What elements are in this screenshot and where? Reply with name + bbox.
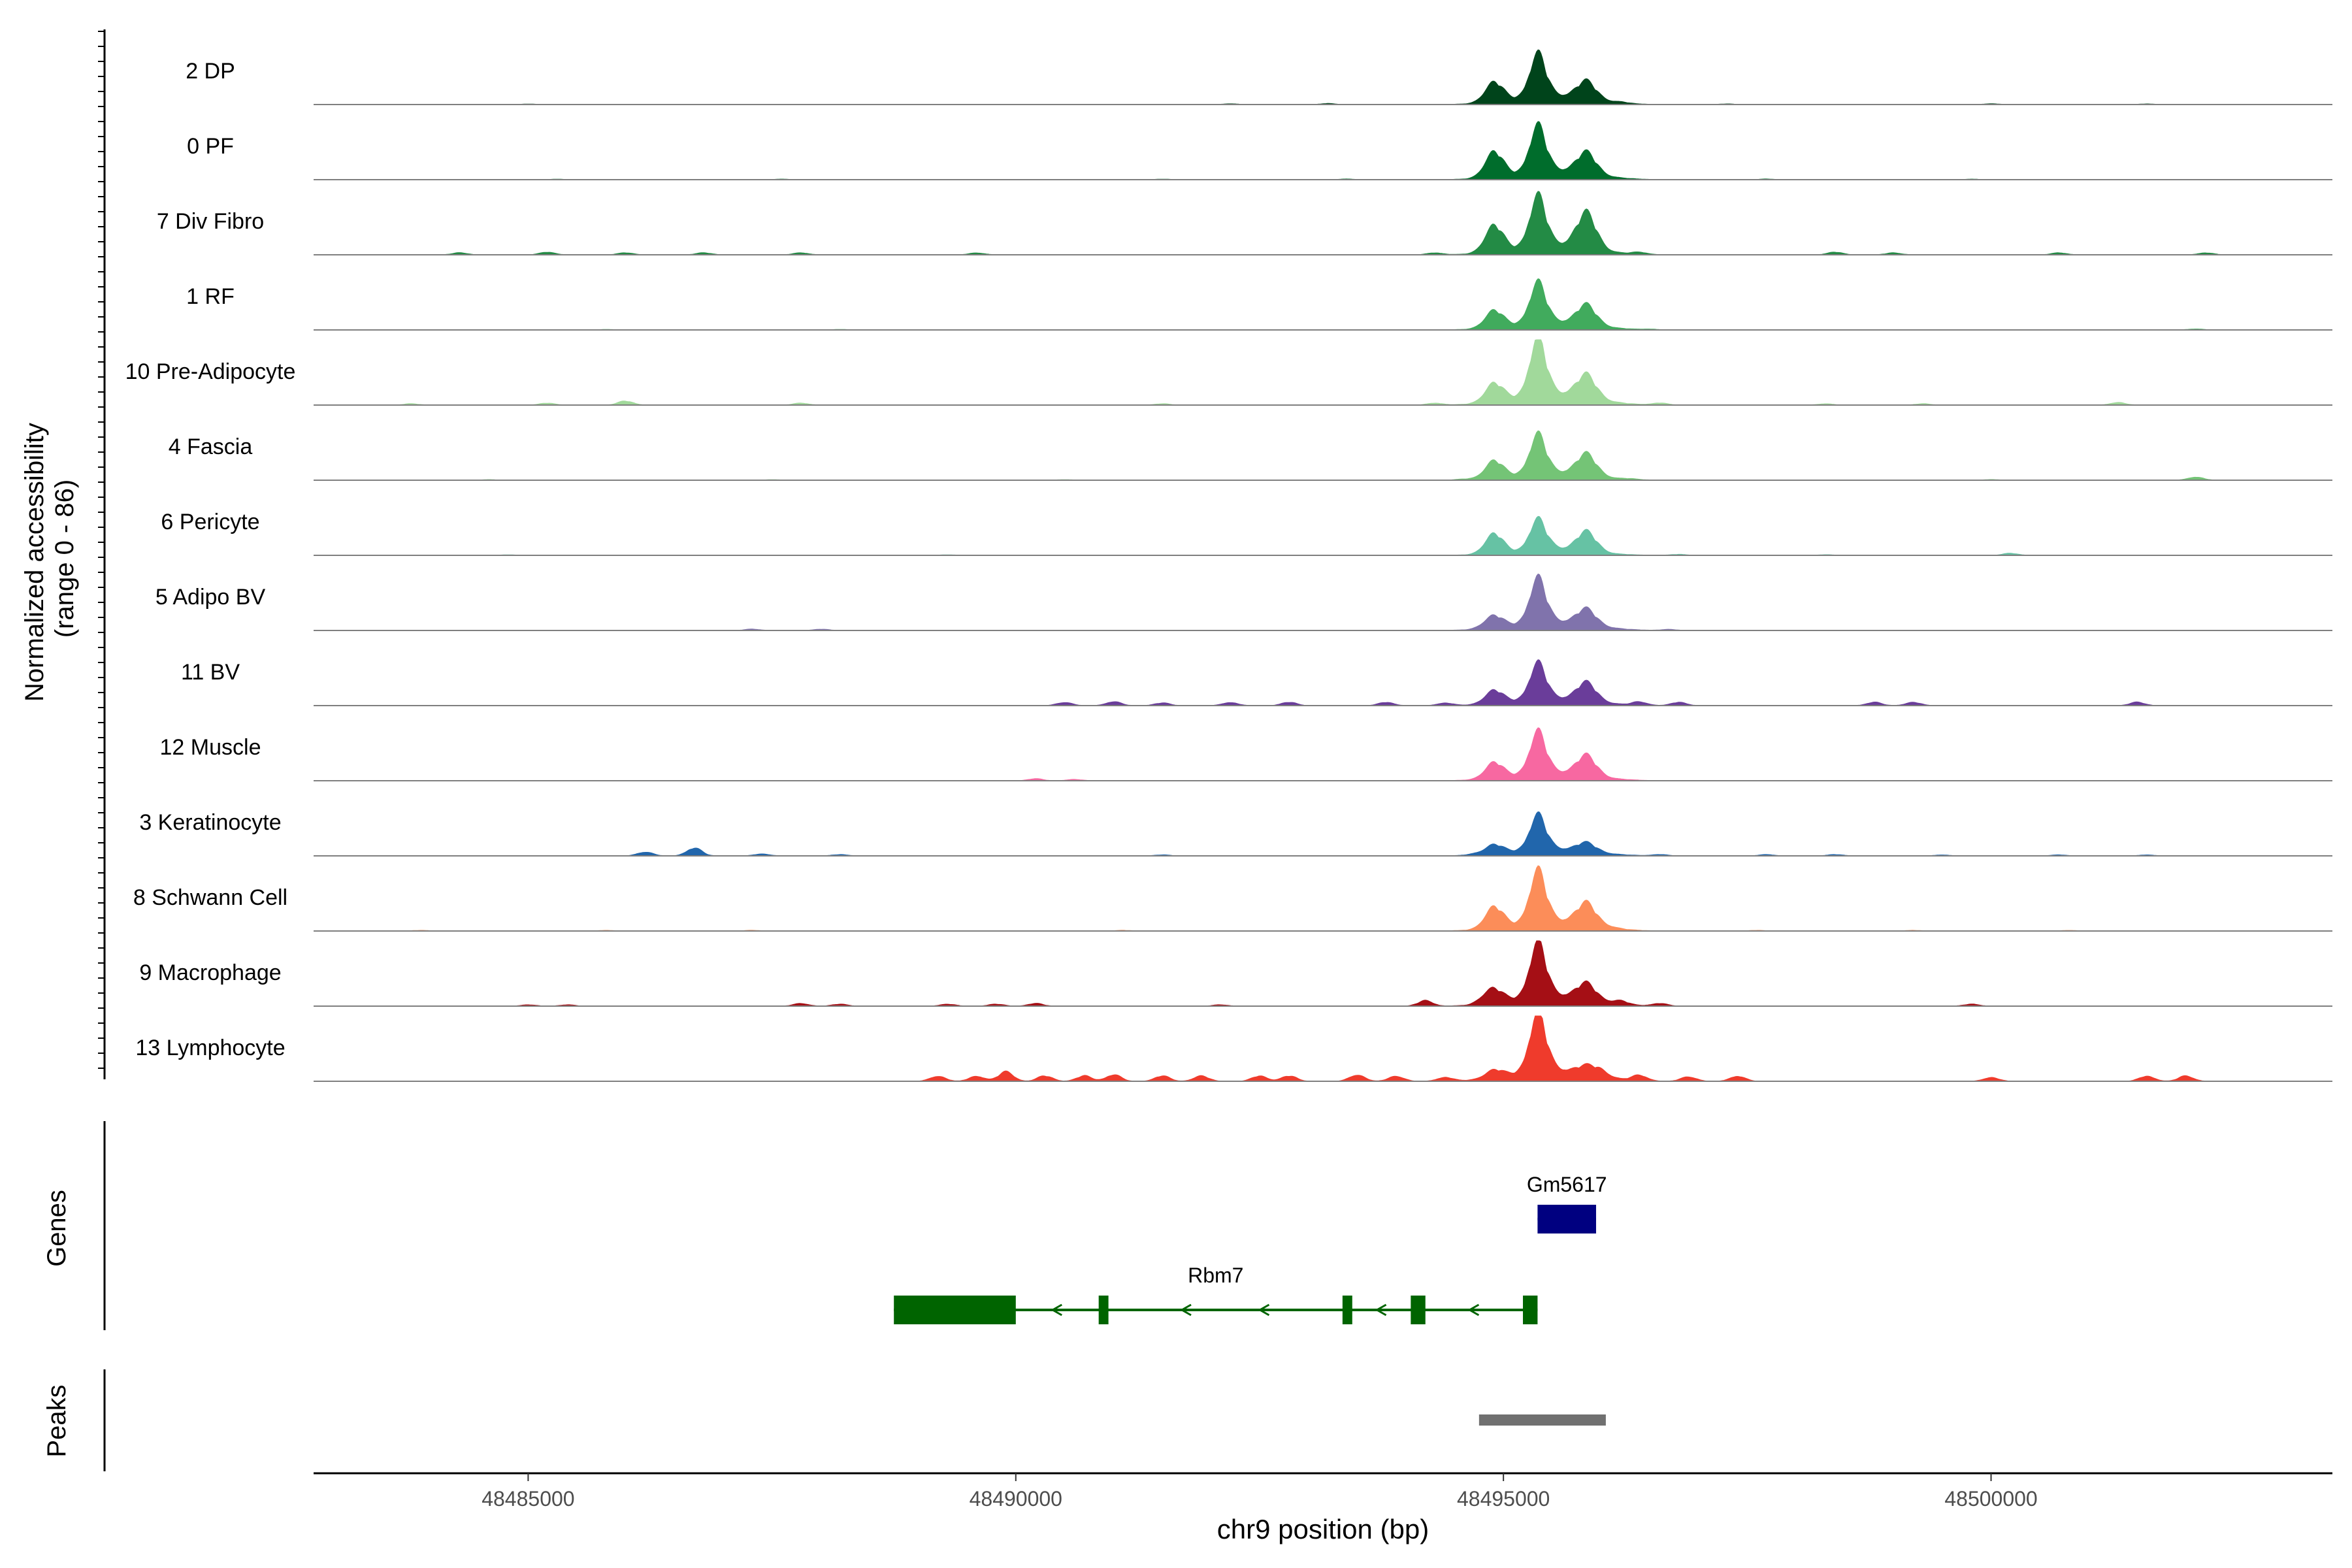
track-label: 2 DP <box>186 59 235 84</box>
coverage-track: 8 Schwann Cell <box>133 865 2332 932</box>
genes-panel-title: Genes <box>42 1190 71 1267</box>
gene-exon <box>894 1296 1016 1324</box>
coverage-area <box>314 727 2332 781</box>
strand-arrow <box>1375 1303 1387 1316</box>
peaks-track <box>1478 1414 1606 1426</box>
x-tick-label: 48490000 <box>970 1487 1062 1511</box>
gene-exon <box>1098 1296 1109 1324</box>
strand-arrow <box>1467 1303 1480 1316</box>
coverage-track: 7 Div Fibro <box>157 191 2332 255</box>
coverage-area <box>314 49 2332 105</box>
coverage-track: 9 Macrophage <box>139 940 2332 1007</box>
gene-exon <box>1342 1296 1352 1324</box>
y-axis-title-line-2: (range 0 - 86) <box>50 480 79 638</box>
coverage-track: 1 RF <box>186 278 2332 331</box>
coverage-area <box>314 1015 2332 1082</box>
track-label: 13 Lymphocyte <box>135 1036 285 1060</box>
track-label: 1 RF <box>186 284 235 309</box>
track-label: 5 Adipo BV <box>155 585 266 610</box>
track-label: 7 Div Fibro <box>157 209 264 234</box>
strand-arrow <box>1258 1303 1270 1316</box>
track-label: 6 Pericyte <box>161 510 259 534</box>
coverage-track: 3 Keratinocyte <box>139 810 2332 857</box>
coverage-tracks: 2 DP 0 PF 7 Div Fibro 1 RF 10 Pre-Adipocyte 4… <box>125 49 2332 1082</box>
x-tick-label: 48495000 <box>1457 1487 1550 1511</box>
coverage-area <box>314 515 2332 556</box>
gene-exon <box>1411 1296 1426 1324</box>
peaks-panel-title: Peaks <box>42 1384 71 1457</box>
track-label: 11 BV <box>181 660 240 685</box>
coverage-track: 12 Muscle <box>160 727 2332 781</box>
coverage-area <box>314 811 2332 857</box>
gene-label: Rbm7 <box>1188 1264 1243 1287</box>
coverage-area <box>314 940 2332 1007</box>
track-label: 10 Pre-Adipocyte <box>125 359 296 384</box>
coverage-area <box>314 339 2332 406</box>
coverage-track: 10 Pre-Adipocyte <box>125 339 2332 406</box>
gene-exon <box>1537 1205 1596 1233</box>
track-label: 3 Keratinocyte <box>139 810 281 835</box>
coverage-track: 0 PF <box>187 121 2332 180</box>
coverage-area <box>314 430 2332 481</box>
strand-arrow <box>1051 1303 1062 1316</box>
strand-arrow <box>1179 1303 1192 1316</box>
gene-model: Rbm7 <box>894 1264 1538 1324</box>
y-axis-title: Normalized accessibility (range 0 - 86) <box>20 416 79 702</box>
coverage-area <box>314 121 2332 180</box>
gene-label: Gm5617 <box>1527 1173 1607 1196</box>
track-label: 4 Fascia <box>169 434 253 459</box>
coverage-area <box>314 573 2332 631</box>
gene-exon <box>1523 1296 1538 1324</box>
coverage-area <box>314 865 2332 932</box>
x-axis-ticks: 48485000 48490000 48495000 48500000 <box>482 1473 2038 1511</box>
coverage-area <box>314 659 2332 706</box>
coverage-area <box>314 191 2332 255</box>
track-label: 9 Macrophage <box>139 960 281 985</box>
track-label: 8 Schwann Cell <box>133 885 287 910</box>
coverage-y-ticks <box>98 31 105 1069</box>
coverage-track: 5 Adipo BV <box>155 573 2332 631</box>
track-label: 12 Muscle <box>160 735 261 760</box>
peak-bar <box>1478 1414 1606 1426</box>
x-tick-label: 48500000 <box>1944 1487 2037 1511</box>
coverage-track: 6 Pericyte <box>161 510 2332 556</box>
gene-annotation-track: Gm5617 Rbm7 <box>894 1173 1607 1324</box>
coverage-track: 2 DP <box>186 49 2332 105</box>
coverage-track: 13 Lymphocyte <box>135 1015 2332 1082</box>
y-axis-title-line-1: Normalized accessibility <box>20 423 49 702</box>
track-label: 0 PF <box>187 134 234 159</box>
x-axis-title: chr9 position (bp) <box>1217 1514 1429 1544</box>
gene-model: Gm5617 <box>1527 1173 1607 1233</box>
coverage-track: 4 Fascia <box>169 430 2332 481</box>
x-tick-label: 48485000 <box>482 1487 574 1511</box>
coverage-track: 11 BV <box>181 659 2332 706</box>
coverage-area <box>314 278 2332 331</box>
